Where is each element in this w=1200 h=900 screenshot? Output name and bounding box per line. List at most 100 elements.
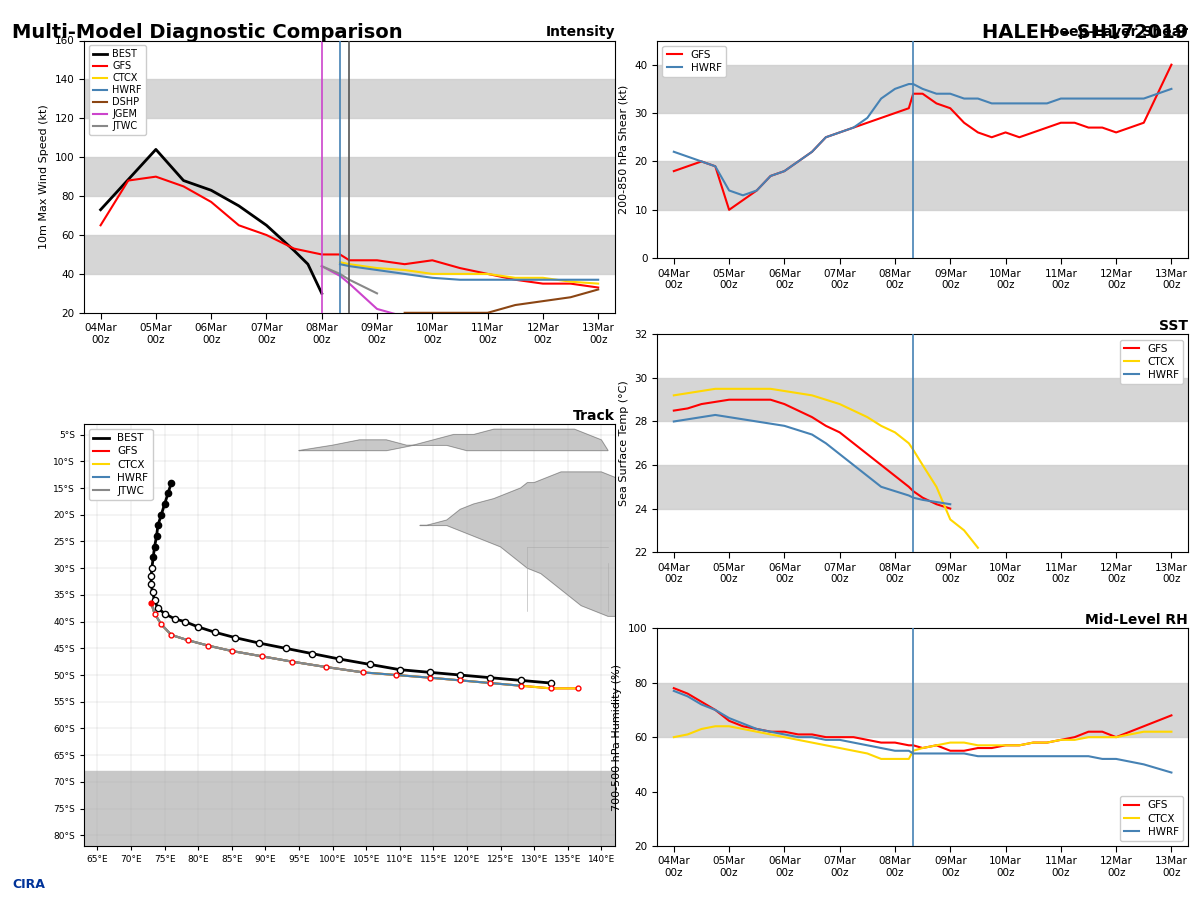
HWRF	[984, 751, 998, 761]
HWRF	[874, 742, 888, 753]
HWRF	[929, 748, 943, 759]
HWRF	[833, 449, 847, 460]
Legend: GFS, CTCX, HWRF: GFS, CTCX, HWRF	[1120, 796, 1183, 841]
Bar	[84, 158, 614, 196]
DSHP	[535, 296, 550, 307]
CTCX	[563, 276, 577, 287]
GFS	[750, 394, 764, 405]
DSHP	[397, 308, 412, 319]
GFS	[818, 732, 833, 742]
Y-axis label: 10m Max Wind Speed (kt): 10m Max Wind Speed (kt)	[38, 104, 49, 249]
HWRF	[833, 127, 847, 138]
GFS	[916, 742, 930, 753]
Bar	[658, 683, 1188, 737]
CTCX	[736, 383, 750, 394]
GFS	[1164, 710, 1178, 721]
HWRF	[680, 151, 695, 162]
GFS	[901, 482, 916, 492]
CTCX	[943, 737, 958, 748]
CTCX	[750, 383, 764, 394]
HWRF	[1136, 94, 1151, 104]
HWRF	[778, 420, 792, 431]
HWRF	[667, 686, 682, 697]
HWRF	[563, 274, 577, 285]
HWRF	[805, 732, 820, 742]
GFS	[778, 726, 792, 737]
Legend: GFS, HWRF: GFS, HWRF	[662, 46, 726, 77]
HWRF	[1164, 84, 1178, 94]
GFS	[667, 166, 682, 176]
CTCX	[535, 273, 550, 284]
GFS	[563, 278, 577, 289]
HWRF	[906, 78, 920, 89]
CTCX	[833, 742, 847, 753]
Line: CTCX: CTCX	[674, 726, 1171, 759]
GFS	[956, 745, 971, 756]
GFS	[888, 471, 902, 482]
HWRF	[860, 740, 875, 751]
Line: HWRF: HWRF	[674, 691, 1171, 772]
CTCX	[971, 740, 985, 751]
HWRF	[956, 748, 971, 759]
GFS	[846, 122, 860, 133]
CTCX	[1096, 732, 1110, 742]
DSHP	[590, 284, 605, 295]
CTCX	[901, 437, 916, 448]
JGEM	[342, 278, 356, 289]
Line: DSHP: DSHP	[404, 290, 598, 313]
HWRF	[1096, 753, 1110, 764]
BEST	[301, 259, 316, 270]
Text: Intensity: Intensity	[545, 25, 614, 40]
GFS	[791, 156, 805, 166]
CTCX	[708, 721, 722, 732]
GFS	[998, 740, 1013, 751]
GFS	[833, 427, 847, 437]
GFS	[332, 249, 347, 260]
GFS	[901, 740, 916, 751]
HWRF	[916, 84, 930, 94]
GFS	[708, 705, 722, 716]
GFS	[906, 740, 920, 751]
HWRF	[888, 486, 902, 497]
GFS	[943, 503, 958, 514]
GFS	[860, 734, 875, 745]
HWRF	[763, 171, 778, 182]
JGEM	[332, 271, 347, 282]
CTCX	[1109, 732, 1123, 742]
Bar	[658, 378, 1188, 421]
GFS	[722, 204, 737, 215]
HWRF	[342, 261, 356, 272]
GFS	[818, 132, 833, 143]
HWRF	[425, 273, 439, 284]
HWRF	[736, 414, 750, 425]
CTCX	[1054, 734, 1068, 745]
Line: JTWC: JTWC	[322, 266, 377, 293]
HWRF	[680, 691, 695, 702]
CTCX	[695, 385, 709, 396]
HWRF	[901, 491, 916, 501]
Text: Track: Track	[572, 409, 614, 423]
GFS	[722, 716, 737, 726]
HWRF	[370, 265, 384, 275]
GFS	[763, 171, 778, 182]
HWRF	[1081, 751, 1096, 761]
HWRF	[1068, 751, 1082, 761]
HWRF	[818, 734, 833, 745]
HWRF	[818, 437, 833, 448]
HWRF	[906, 492, 920, 503]
GFS	[888, 737, 902, 748]
GFS	[998, 127, 1013, 138]
Line: HWRF: HWRF	[674, 415, 950, 504]
GFS	[888, 108, 902, 119]
HWRF	[846, 122, 860, 133]
CTCX	[971, 543, 985, 553]
GFS	[314, 249, 329, 260]
GFS	[984, 742, 998, 753]
GFS	[763, 394, 778, 405]
BEST	[204, 184, 218, 195]
HWRF	[763, 418, 778, 429]
GFS	[1012, 132, 1026, 143]
JTWC	[342, 274, 356, 285]
GFS	[833, 127, 847, 138]
GFS	[722, 394, 737, 405]
